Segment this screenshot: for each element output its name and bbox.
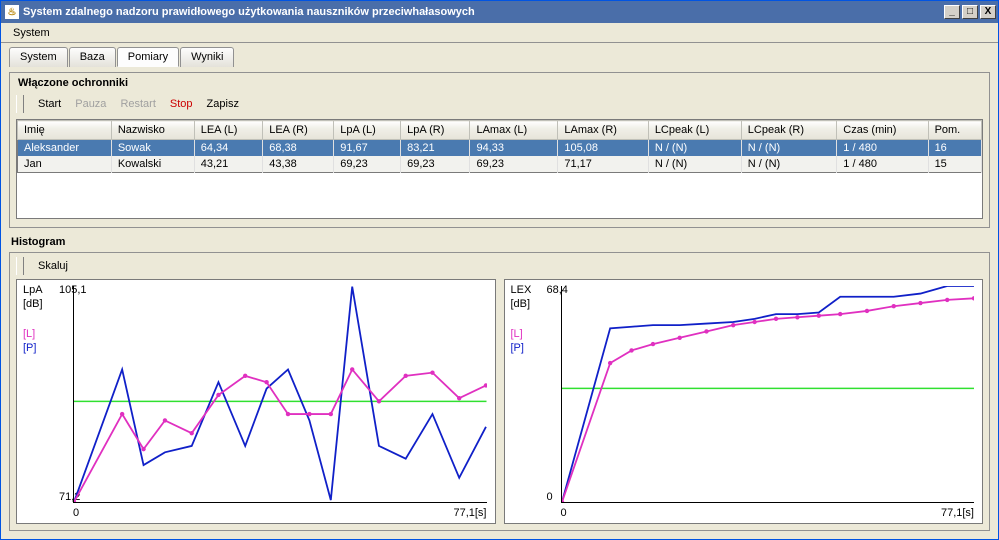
minimize-button[interactable]: _ <box>944 5 960 19</box>
chart: LpA[dB][L][P]105,171,2077,1[s] <box>16 279 496 524</box>
table-row[interactable]: JanKowalski43,2143,3869,2369,2369,2371,1… <box>18 156 982 173</box>
x-min-label: 0 <box>561 507 567 519</box>
table-cell: Kowalski <box>111 156 194 173</box>
data-table[interactable]: ImięNazwiskoLEA (L)LEA (R)LpA (L)LpA (R)… <box>17 120 982 173</box>
column-header[interactable]: LCpeak (L) <box>648 121 741 140</box>
plot-area <box>561 286 975 503</box>
table-cell: 64,34 <box>194 140 263 157</box>
chart: LEX[dB][L][P]68,40077,1[s] <box>504 279 984 524</box>
pauza-button[interactable]: Pauza <box>69 96 112 112</box>
charts-body: Skaluj LpA[dB][L][P]105,171,2077,1[s]LEX… <box>9 252 990 531</box>
histogram-section: Histogram Skaluj LpA[dB][L][P]105,171,20… <box>9 234 990 531</box>
chart-toolbar: Skaluj <box>16 257 983 279</box>
histogram-title: Histogram <box>11 236 990 248</box>
close-button[interactable]: X <box>980 5 996 19</box>
column-header[interactable]: LAmax (L) <box>470 121 558 140</box>
app-window: ♨ System zdalnego nadzoru prawidłowego u… <box>0 0 999 540</box>
table-cell: 15 <box>928 156 981 173</box>
java-icon: ♨ <box>5 5 19 19</box>
stop-button[interactable]: Stop <box>164 96 199 112</box>
skaluj-button[interactable]: Skaluj <box>32 258 74 274</box>
column-header[interactable]: LCpeak (R) <box>741 121 837 140</box>
x-max-label: 77,1[s] <box>941 507 974 519</box>
restart-button[interactable]: Restart <box>114 96 161 112</box>
legend-L: [L] <box>511 328 523 340</box>
table-cell: 69,23 <box>470 156 558 173</box>
ochronniki-panel: Włączone ochronniki Start Pauza Restart … <box>9 72 990 228</box>
table-cell: 69,23 <box>401 156 470 173</box>
ochronniki-title: Włączone ochronniki <box>18 77 983 89</box>
y-axis-unit: [dB] <box>23 298 43 310</box>
toolbar-grip-icon <box>16 257 24 275</box>
table-cell: 105,08 <box>558 140 648 157</box>
tabstrip: System Baza Pomiary Wyniki <box>9 47 990 67</box>
legend-L: [L] <box>23 328 35 340</box>
x-min-label: 0 <box>73 507 79 519</box>
table-cell: 43,38 <box>263 156 334 173</box>
column-header[interactable]: LpA (L) <box>334 121 401 140</box>
menu-system[interactable]: System <box>7 25 56 41</box>
column-header[interactable]: LEA (L) <box>194 121 263 140</box>
y-min-label: 0 <box>547 491 553 503</box>
tab-pomiary[interactable]: Pomiary <box>117 47 179 67</box>
plot-area <box>73 286 487 503</box>
table-row[interactable]: AleksanderSowak64,3468,3891,6783,2194,33… <box>18 140 982 157</box>
table-cell: 91,67 <box>334 140 401 157</box>
table-cell: N / (N) <box>741 140 837 157</box>
y-axis-unit: [dB] <box>511 298 531 310</box>
table-cell: 94,33 <box>470 140 558 157</box>
table-cell: 16 <box>928 140 981 157</box>
table-cell: Sowak <box>111 140 194 157</box>
column-header[interactable]: Imię <box>18 121 112 140</box>
content-area: System Baza Pomiary Wyniki Włączone ochr… <box>1 43 998 539</box>
window-controls: _ □ X <box>944 5 996 19</box>
table-cell: 1 / 480 <box>837 140 928 157</box>
titlebar: ♨ System zdalnego nadzoru prawidłowego u… <box>1 1 998 23</box>
window-title: System zdalnego nadzoru prawidłowego uży… <box>23 6 944 18</box>
menubar: System <box>1 23 998 43</box>
table-cell: 43,21 <box>194 156 263 173</box>
y-axis-title: LpA <box>23 284 43 296</box>
start-button[interactable]: Start <box>32 96 67 112</box>
x-max-label: 77,1[s] <box>453 507 486 519</box>
ochronniki-toolbar: Start Pauza Restart Stop Zapisz <box>16 93 983 119</box>
table-cell: N / (N) <box>648 156 741 173</box>
table-cell: Aleksander <box>18 140 112 157</box>
data-table-container: ImięNazwiskoLEA (L)LEA (R)LpA (L)LpA (R)… <box>16 119 983 219</box>
table-cell: Jan <box>18 156 112 173</box>
table-cell: 71,17 <box>558 156 648 173</box>
maximize-button[interactable]: □ <box>962 5 978 19</box>
column-header[interactable]: LAmax (R) <box>558 121 648 140</box>
table-cell: N / (N) <box>741 156 837 173</box>
toolbar-grip-icon <box>16 95 24 113</box>
table-cell: 1 / 480 <box>837 156 928 173</box>
zapisz-button[interactable]: Zapisz <box>201 96 245 112</box>
table-cell: 68,38 <box>263 140 334 157</box>
table-cell: 83,21 <box>401 140 470 157</box>
column-header[interactable]: Nazwisko <box>111 121 194 140</box>
table-cell: N / (N) <box>648 140 741 157</box>
table-cell: 69,23 <box>334 156 401 173</box>
y-axis-title: LEX <box>511 284 532 296</box>
column-header[interactable]: LEA (R) <box>263 121 334 140</box>
tab-wyniki[interactable]: Wyniki <box>180 47 234 67</box>
legend-P: [P] <box>511 342 524 354</box>
tab-baza[interactable]: Baza <box>69 47 116 67</box>
chart-row: LpA[dB][L][P]105,171,2077,1[s]LEX[dB][L]… <box>16 279 983 524</box>
tab-system[interactable]: System <box>9 47 68 67</box>
column-header[interactable]: Pom. <box>928 121 981 140</box>
legend-P: [P] <box>23 342 36 354</box>
column-header[interactable]: LpA (R) <box>401 121 470 140</box>
column-header[interactable]: Czas (min) <box>837 121 928 140</box>
